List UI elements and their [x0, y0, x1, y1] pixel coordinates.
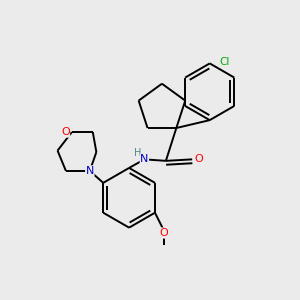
- Text: O: O: [61, 127, 70, 137]
- Text: O: O: [194, 154, 203, 164]
- Text: N: N: [140, 154, 148, 164]
- Text: N: N: [85, 166, 94, 176]
- Text: O: O: [160, 228, 168, 238]
- Text: H: H: [134, 148, 142, 158]
- Text: Cl: Cl: [219, 57, 230, 67]
